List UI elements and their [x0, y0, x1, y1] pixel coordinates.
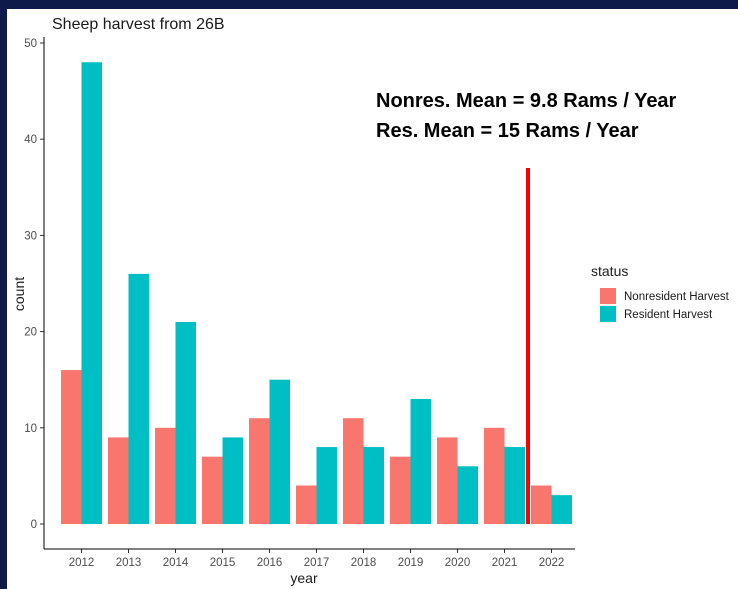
bar-resident [457, 466, 478, 524]
legend-label-nonresident: Nonresident Harvest [624, 291, 730, 303]
bar-nonresident [155, 427, 176, 524]
bar-resident [410, 398, 431, 524]
legend-title: status [591, 263, 628, 279]
bar-resident [128, 273, 149, 524]
legend-swatch-resident [600, 306, 616, 322]
y-axis-title: count [11, 277, 27, 311]
y-tick-label: 10 [24, 423, 37, 435]
bar-resident [504, 447, 525, 524]
chart-title: Sheep harvest from 26B [52, 16, 225, 33]
legend-label-resident: Resident Harvest [624, 309, 713, 321]
bar-nonresident [249, 418, 270, 524]
bar-nonresident [531, 485, 552, 524]
bar-resident [269, 379, 290, 524]
y-tick-label: 50 [24, 38, 37, 50]
x-tick-label: 2020 [445, 557, 471, 569]
bar-resident [81, 62, 102, 525]
x-tick-label: 2012 [69, 557, 95, 569]
annotation-res-mean: Res. Mean = 15 Rams / Year [376, 120, 639, 142]
x-tick-label: 2015 [210, 557, 236, 569]
legend-swatch-nonresident [600, 288, 616, 304]
bar-nonresident [437, 437, 458, 524]
bar-resident [316, 447, 337, 524]
x-axis-title: year [290, 570, 318, 586]
y-tick-label: 0 [31, 519, 37, 531]
x-tick-label: 2022 [539, 557, 565, 569]
bar-resident [222, 437, 243, 524]
annotation-nonres-mean: Nonres. Mean = 9.8 Rams / Year [376, 90, 677, 112]
y-tick-label: 20 [24, 327, 37, 339]
y-tick-label: 40 [24, 134, 37, 146]
x-tick-label: 2017 [304, 557, 330, 569]
x-tick-label: 2013 [116, 557, 142, 569]
x-tick-label: 2021 [492, 557, 518, 569]
bar-nonresident [61, 370, 82, 524]
bar-nonresident [296, 485, 317, 524]
bars [61, 62, 572, 525]
legend: status Nonresident Harvest Resident Harv… [591, 263, 730, 322]
bar-nonresident [390, 456, 411, 524]
bar-nonresident [202, 456, 223, 524]
bar-nonresident [484, 427, 505, 524]
x-tick-label: 2014 [163, 557, 189, 569]
bar-resident [363, 447, 384, 524]
x-axis-ticks: 2012 2013 2014 2015 2016 2017 2018 2019 2020 2021… [69, 549, 565, 569]
bar-resident [175, 321, 196, 524]
x-tick-label: 2018 [351, 557, 377, 569]
bar-nonresident [343, 418, 364, 524]
y-tick-label: 30 [24, 230, 37, 242]
y-axis-ticks: 0 10 20 30 40 50 [24, 38, 44, 531]
x-tick-label: 2016 [257, 557, 283, 569]
x-tick-label: 2019 [398, 557, 424, 569]
chart-panel: Sheep harvest from 26B 0 10 20 30 40 50 2012 2… [7, 9, 738, 589]
bar-nonresident [108, 437, 129, 524]
bar-resident [551, 495, 572, 524]
